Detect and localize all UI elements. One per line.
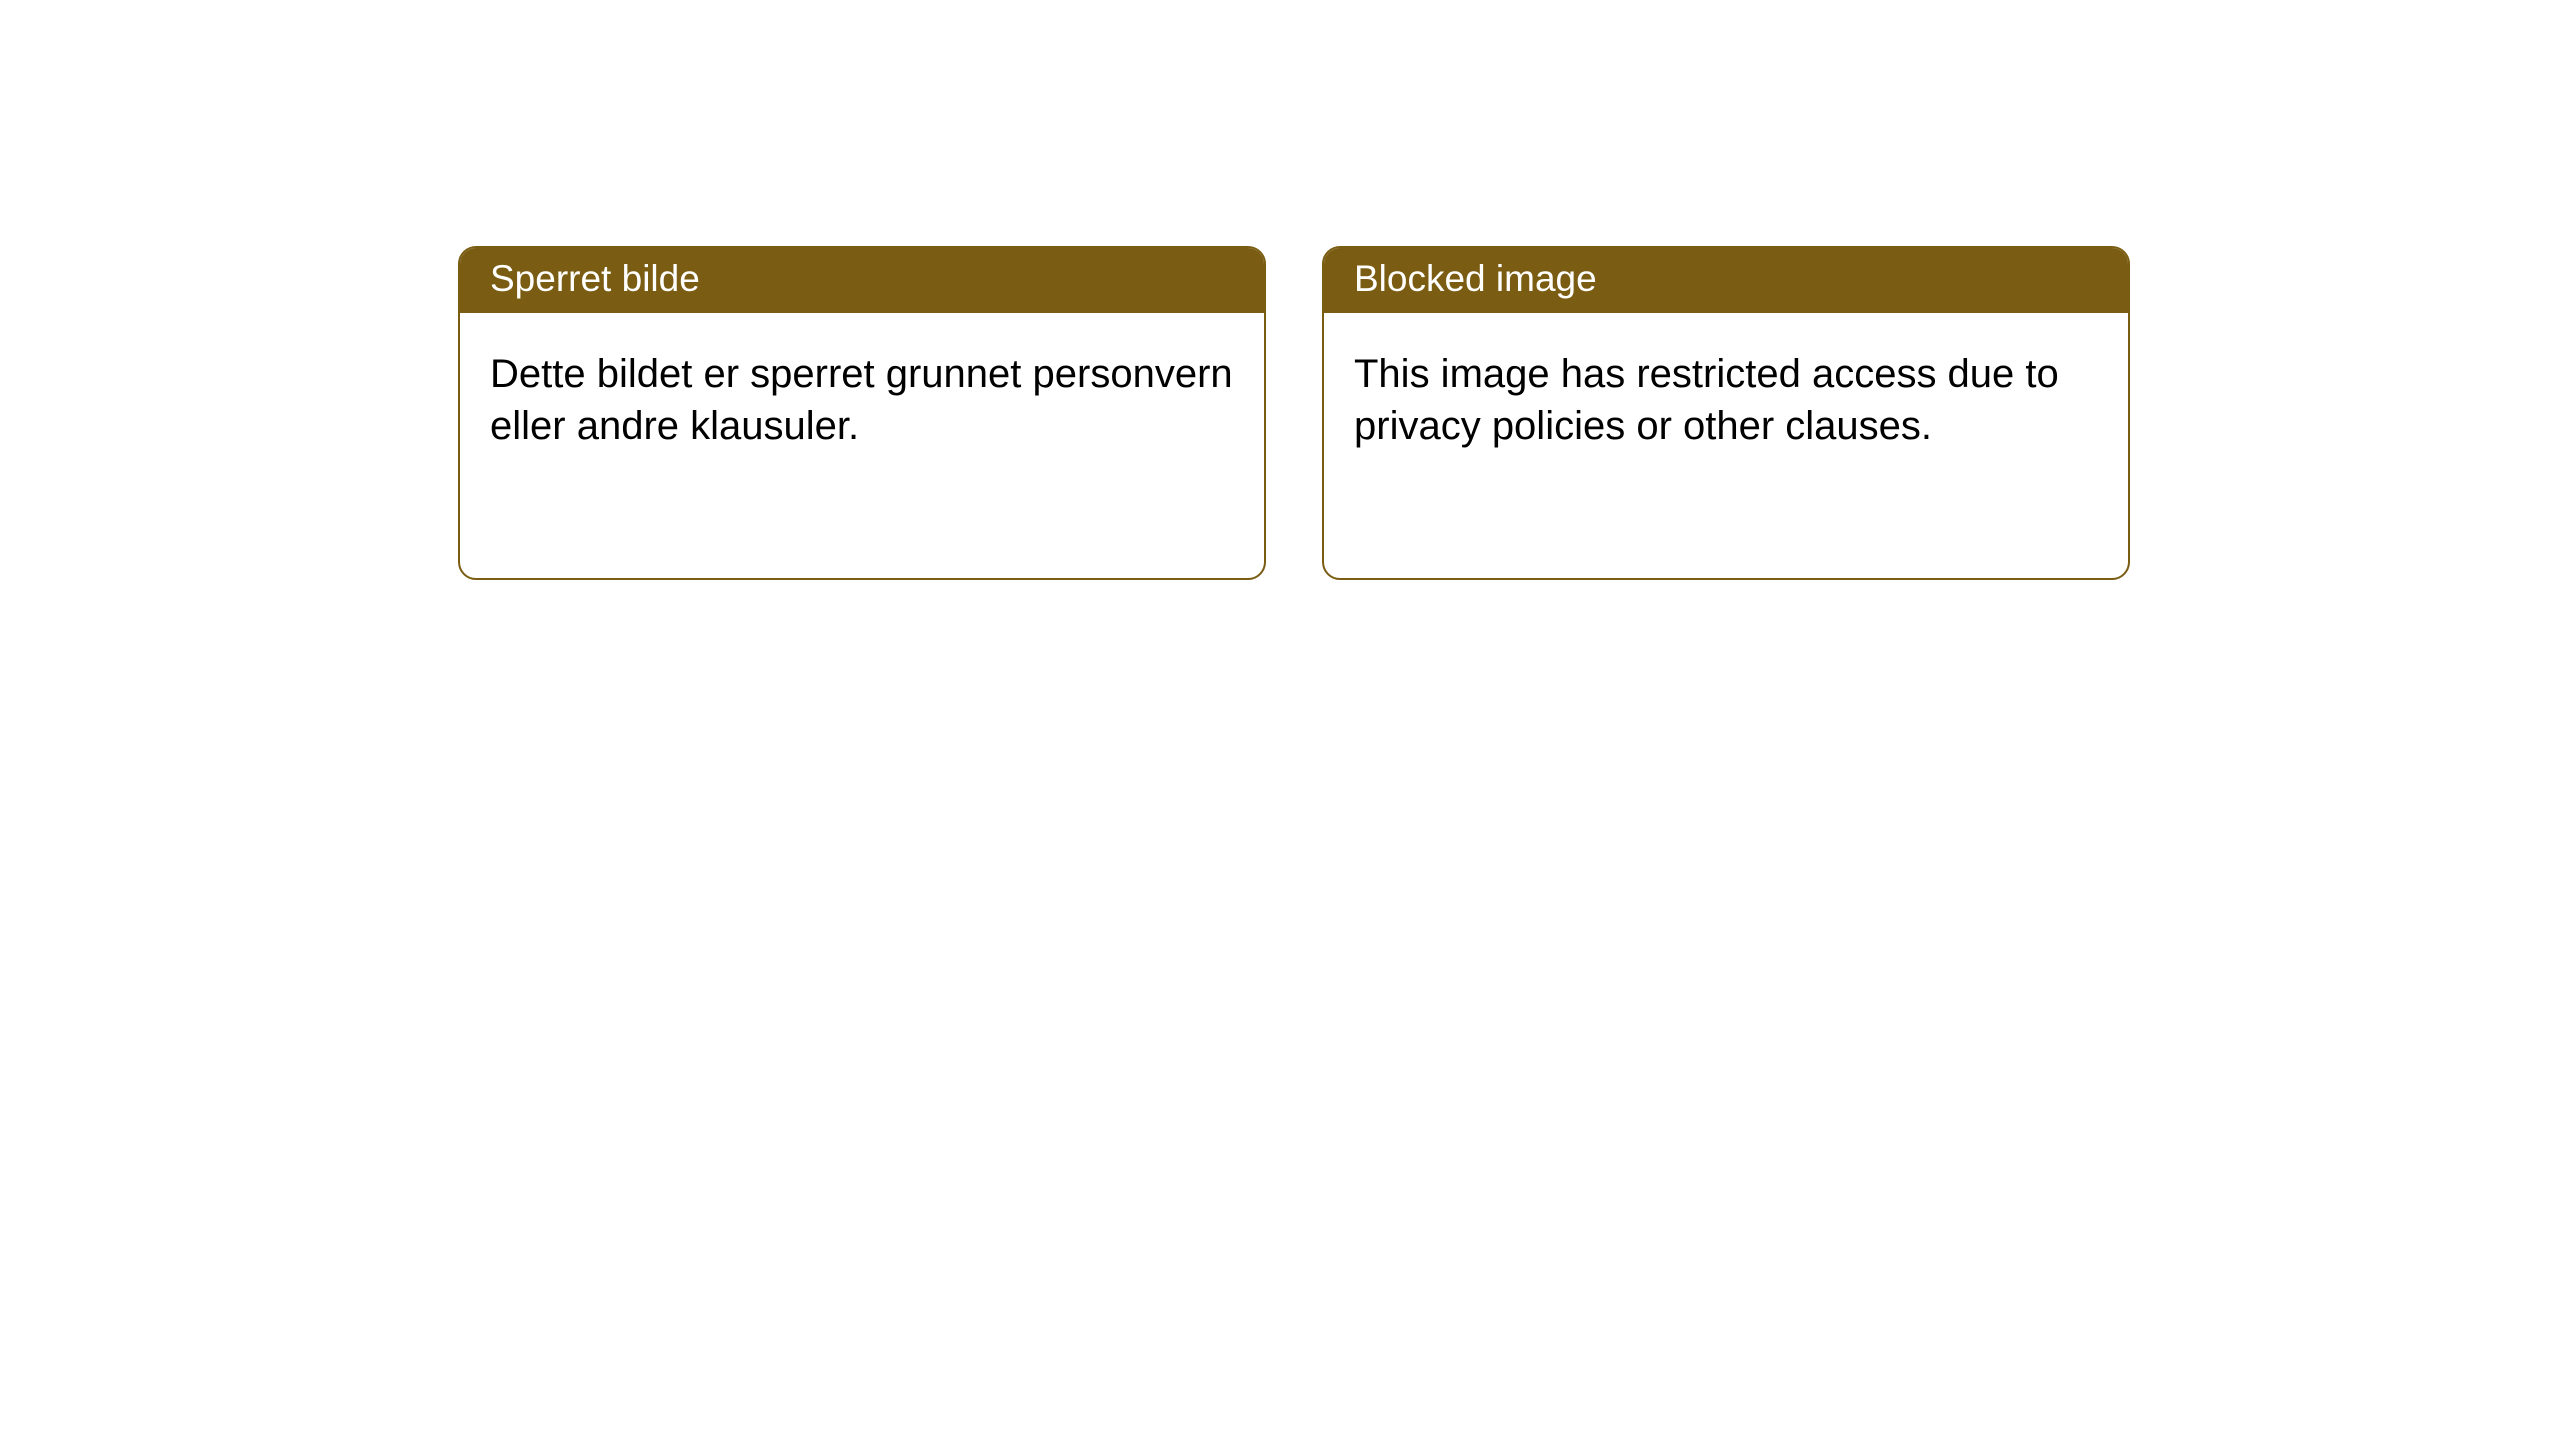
notice-body: This image has restricted access due to … xyxy=(1324,313,2128,482)
notice-body: Dette bildet er sperret grunnet personve… xyxy=(460,313,1264,482)
notice-container: Sperret bilde Dette bildet er sperret gr… xyxy=(458,246,2130,580)
notice-card-norwegian: Sperret bilde Dette bildet er sperret gr… xyxy=(458,246,1266,580)
notice-card-english: Blocked image This image has restricted … xyxy=(1322,246,2130,580)
notice-header: Sperret bilde xyxy=(460,248,1264,313)
notice-header: Blocked image xyxy=(1324,248,2128,313)
